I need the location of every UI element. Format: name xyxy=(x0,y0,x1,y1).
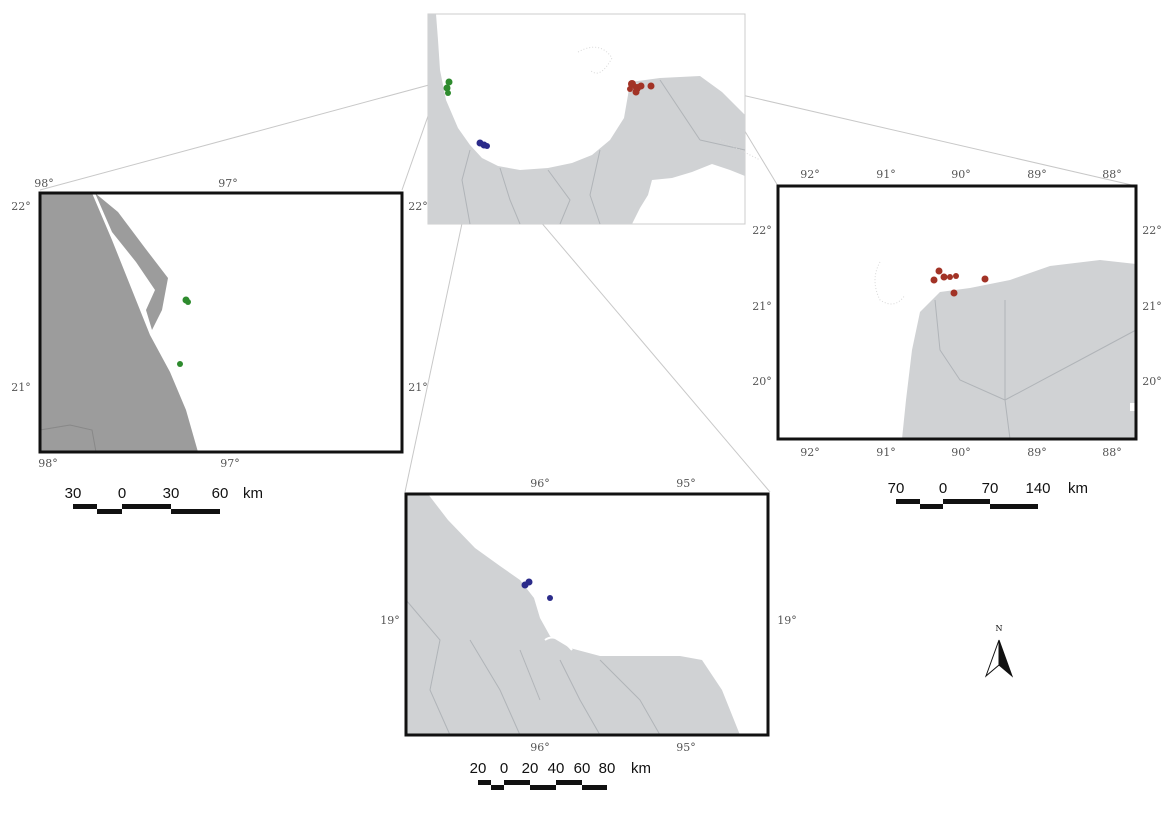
coord-label: 89° xyxy=(1027,446,1047,459)
coord-label: 92° xyxy=(800,168,820,181)
north-arrow-icon: N xyxy=(984,624,1014,678)
svg-text:70: 70 xyxy=(888,480,905,497)
inset-north-land xyxy=(40,193,198,452)
coord-label: 97° xyxy=(218,177,238,190)
svg-text:60: 60 xyxy=(212,485,229,502)
inset-central-sites xyxy=(521,578,553,601)
svg-text:km: km xyxy=(243,485,263,502)
coord-label: 96° xyxy=(530,477,550,490)
coord-label: 98° xyxy=(38,457,58,470)
coord-label: 20° xyxy=(752,375,772,388)
coord-label: 88° xyxy=(1102,446,1122,459)
svg-text:20: 20 xyxy=(522,760,539,777)
coord-label: 21° xyxy=(11,381,31,394)
coord-label: 97° xyxy=(220,457,240,470)
svg-text:140: 140 xyxy=(1025,480,1050,497)
svg-text:0: 0 xyxy=(118,485,126,502)
coord-label: 90° xyxy=(951,168,971,181)
inset-east-sites xyxy=(930,267,989,297)
scale-bar-north: 30 0 30 60 km xyxy=(65,485,263,514)
coord-label: 95° xyxy=(676,741,696,754)
svg-text:40: 40 xyxy=(548,760,565,777)
coord-label: 22° xyxy=(752,224,772,237)
coord-label: 92° xyxy=(800,446,820,459)
overview-sites-central xyxy=(476,139,490,149)
inset-east-land xyxy=(902,260,1136,439)
overview-sites-north xyxy=(443,78,453,96)
coord-label: 91° xyxy=(876,168,896,181)
coord-label: 19° xyxy=(777,614,797,627)
scale-bar-central: 20 0 20 40 60 80 km xyxy=(470,760,651,790)
coord-label: 90° xyxy=(951,446,971,459)
svg-text:km: km xyxy=(1068,480,1088,497)
coord-label: 95° xyxy=(676,477,696,490)
coord-label: 98° xyxy=(34,177,54,190)
svg-text:70: 70 xyxy=(982,480,999,497)
coord-label: 91° xyxy=(876,446,896,459)
inset-east: 92° 91° 90° 89° 88° 92° 91° 90° 89° 88° … xyxy=(752,168,1162,509)
coord-label: 88° xyxy=(1102,168,1122,181)
svg-text:0: 0 xyxy=(939,480,947,497)
coord-label: 19° xyxy=(380,614,400,627)
inset-north-sites xyxy=(177,296,191,367)
inset-north: 98° 97° 98° 97° 22° 21° 22° 21° 30 0 30 … xyxy=(11,177,428,514)
coord-label: 21° xyxy=(1142,300,1162,313)
overview-sites-east xyxy=(627,80,655,96)
overview-map xyxy=(427,13,761,225)
coord-label: 22° xyxy=(408,200,428,213)
coord-label: 20° xyxy=(1142,375,1162,388)
svg-text:km: km xyxy=(631,760,651,777)
inset-central-land xyxy=(406,494,740,735)
coord-label: 22° xyxy=(1142,224,1162,237)
inset-central: 96° 95° 96° 95° 19° 19° 20 0 20 40 60 80… xyxy=(380,477,797,790)
svg-text:N: N xyxy=(996,624,1003,633)
inset-north-barrier xyxy=(95,193,168,330)
svg-text:20: 20 xyxy=(470,760,487,777)
coord-label: 89° xyxy=(1027,168,1047,181)
svg-text:60: 60 xyxy=(574,760,591,777)
svg-text:0: 0 xyxy=(500,760,508,777)
svg-text:80: 80 xyxy=(599,760,616,777)
svg-text:30: 30 xyxy=(65,485,82,502)
coord-label: 96° xyxy=(530,741,550,754)
coord-label: 21° xyxy=(752,300,772,313)
coord-label: 21° xyxy=(408,381,428,394)
svg-text:30: 30 xyxy=(163,485,180,502)
overview-land xyxy=(428,14,745,224)
coord-label: 22° xyxy=(11,200,31,213)
scale-bar-east: 70 0 70 140 km xyxy=(888,480,1088,509)
